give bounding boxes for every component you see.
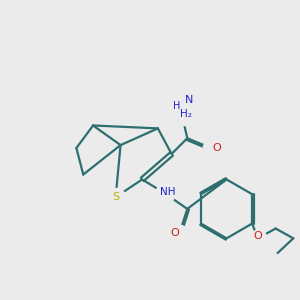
Text: H: H xyxy=(173,101,180,111)
Text: O: O xyxy=(254,231,262,242)
Text: H₂: H₂ xyxy=(180,109,192,119)
Text: N: N xyxy=(185,95,194,105)
Text: NH: NH xyxy=(160,187,176,197)
Text: O: O xyxy=(170,228,179,239)
Text: S: S xyxy=(112,192,119,202)
Text: O: O xyxy=(212,143,221,153)
